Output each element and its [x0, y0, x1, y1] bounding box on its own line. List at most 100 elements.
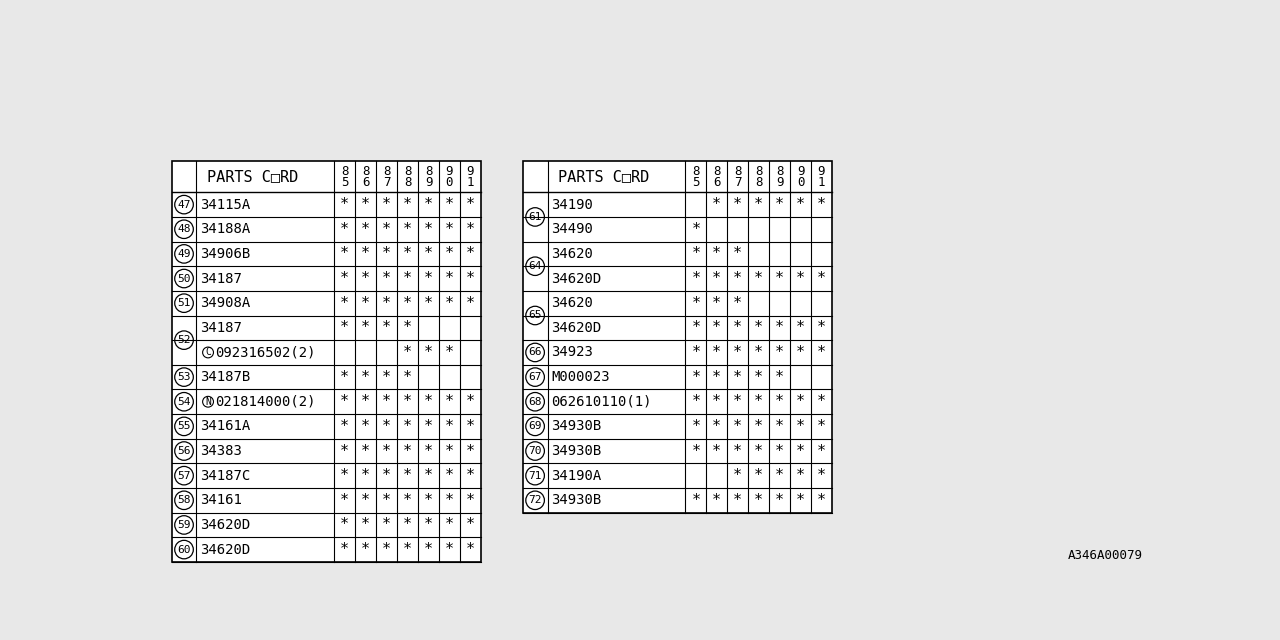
Text: *: * [424, 271, 433, 286]
Text: 68: 68 [529, 397, 541, 407]
Text: *: * [796, 419, 805, 434]
Text: 57: 57 [177, 470, 191, 481]
Text: *: * [340, 271, 349, 286]
Text: 34906B: 34906B [200, 247, 251, 261]
Text: 34930B: 34930B [552, 419, 602, 433]
Text: *: * [466, 419, 475, 434]
Text: *: * [383, 542, 392, 557]
Text: *: * [403, 517, 412, 532]
Text: *: * [733, 197, 742, 212]
Text: *: * [466, 221, 475, 237]
Text: *: * [817, 468, 826, 483]
Text: 34923: 34923 [552, 346, 593, 360]
Text: *: * [383, 246, 392, 261]
Text: 8
8: 8 8 [404, 164, 411, 189]
Text: 50: 50 [177, 273, 191, 284]
Text: *: * [383, 271, 392, 286]
Text: *: * [361, 419, 370, 434]
Text: *: * [340, 246, 349, 261]
Text: *: * [383, 369, 392, 385]
Text: *: * [403, 394, 412, 409]
Text: 72: 72 [529, 495, 541, 506]
Text: *: * [340, 369, 349, 385]
Text: 34620: 34620 [552, 296, 593, 310]
Text: *: * [817, 419, 826, 434]
Text: *: * [403, 444, 412, 458]
Text: *: * [403, 345, 412, 360]
Text: *: * [424, 419, 433, 434]
Text: 8
8: 8 8 [755, 164, 763, 189]
Text: *: * [691, 493, 700, 508]
Text: 8
5: 8 5 [340, 164, 348, 189]
Text: *: * [424, 394, 433, 409]
Text: *: * [445, 296, 454, 310]
Text: *: * [424, 468, 433, 483]
Text: 021814000(2): 021814000(2) [215, 395, 316, 409]
Text: *: * [733, 468, 742, 483]
Text: 34190A: 34190A [552, 468, 602, 483]
Text: *: * [754, 468, 763, 483]
Text: *: * [733, 271, 742, 286]
Text: *: * [817, 493, 826, 508]
Text: N: N [205, 397, 211, 407]
Text: M000023: M000023 [552, 370, 611, 384]
Text: 34187C: 34187C [200, 468, 251, 483]
Text: 52: 52 [177, 335, 191, 345]
Text: 34161: 34161 [200, 493, 242, 508]
Text: *: * [361, 369, 370, 385]
Text: *: * [466, 246, 475, 261]
Text: *: * [361, 296, 370, 310]
Text: 34620D: 34620D [552, 321, 602, 335]
Text: *: * [733, 394, 742, 409]
Text: *: * [733, 444, 742, 458]
Text: *: * [424, 221, 433, 237]
Text: 8
5: 8 5 [692, 164, 700, 189]
Text: *: * [691, 369, 700, 385]
Text: *: * [445, 542, 454, 557]
Text: 9
1: 9 1 [818, 164, 826, 189]
Text: *: * [424, 197, 433, 212]
Text: *: * [383, 221, 392, 237]
Text: *: * [361, 468, 370, 483]
Text: *: * [817, 320, 826, 335]
Text: 64: 64 [529, 261, 541, 271]
Text: *: * [445, 493, 454, 508]
Text: 70: 70 [529, 446, 541, 456]
Text: *: * [340, 221, 349, 237]
Text: 60: 60 [177, 545, 191, 555]
Text: 34908A: 34908A [200, 296, 251, 310]
Text: *: * [776, 444, 785, 458]
Text: *: * [817, 394, 826, 409]
Text: *: * [340, 320, 349, 335]
Text: *: * [796, 345, 805, 360]
Text: 66: 66 [529, 348, 541, 358]
Text: *: * [403, 493, 412, 508]
Text: 34161A: 34161A [200, 419, 251, 433]
Text: *: * [466, 271, 475, 286]
Text: *: * [383, 419, 392, 434]
Text: *: * [776, 369, 785, 385]
Text: *: * [340, 419, 349, 434]
Bar [172, 161, 481, 562]
Text: 9
1: 9 1 [467, 164, 474, 189]
Text: *: * [445, 468, 454, 483]
Text: C: C [205, 348, 211, 358]
Text: *: * [691, 394, 700, 409]
Text: *: * [733, 296, 742, 310]
Text: 8
7: 8 7 [733, 164, 741, 189]
Text: *: * [361, 221, 370, 237]
Text: *: * [691, 444, 700, 458]
Text: 34620D: 34620D [200, 518, 251, 532]
Text: *: * [340, 468, 349, 483]
Text: *: * [733, 345, 742, 360]
Text: *: * [733, 246, 742, 261]
Text: *: * [361, 271, 370, 286]
Text: 34190: 34190 [552, 198, 593, 212]
Text: *: * [445, 419, 454, 434]
Text: PARTS C□RD: PARTS C□RD [558, 170, 650, 184]
Text: *: * [466, 296, 475, 310]
Text: *: * [712, 394, 722, 409]
Text: *: * [340, 394, 349, 409]
Text: *: * [424, 542, 433, 557]
Text: *: * [754, 493, 763, 508]
